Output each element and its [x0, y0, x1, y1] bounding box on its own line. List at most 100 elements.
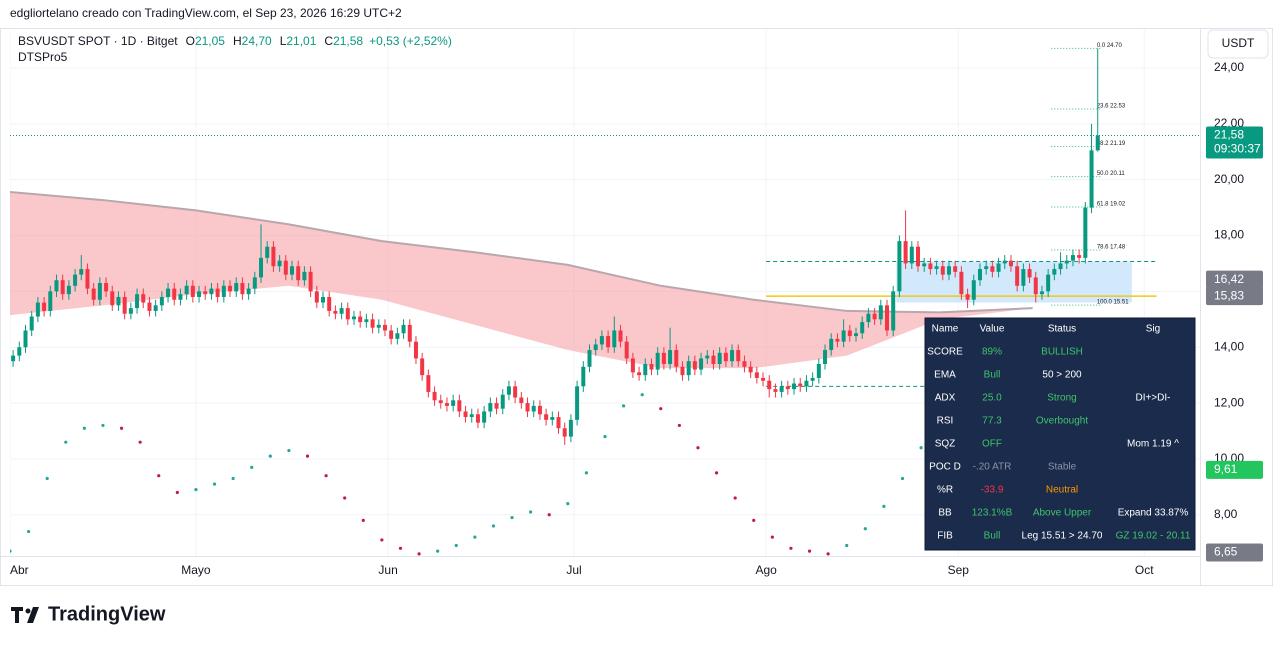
candle-body — [946, 266, 951, 275]
candle-body — [370, 319, 375, 328]
candle-body — [860, 322, 865, 334]
table-header: Name — [932, 324, 959, 335]
candle-body — [754, 372, 759, 378]
candle-body — [178, 294, 183, 300]
candle-body — [779, 386, 784, 392]
candle-body — [885, 305, 890, 331]
candle-body — [259, 257, 264, 278]
oscillator-dot — [287, 448, 291, 453]
candle-body — [221, 285, 226, 297]
candle-body — [748, 366, 753, 373]
fib-label: 78.6 17.48 — [1097, 245, 1126, 251]
oscillator-dot — [26, 529, 31, 534]
candle-body — [128, 308, 133, 314]
table-value: -.20 ATR — [973, 462, 1012, 473]
candle-body — [190, 285, 195, 297]
candle-body — [1027, 269, 1032, 278]
candle-body — [674, 350, 679, 367]
table-sig: Mom 1.19 ^ — [1127, 439, 1179, 450]
table-status: Neutral — [1046, 485, 1078, 496]
candle-body — [48, 291, 53, 311]
candle-body — [996, 263, 1001, 272]
legend-key: C — [324, 34, 333, 48]
price-tag-label: 9,61 — [1214, 462, 1238, 476]
candle-body — [296, 266, 301, 281]
candle-body — [606, 336, 611, 348]
candle-body — [116, 296, 121, 306]
symbol: BSVUSDT SPOT · 1D · Bitget — [18, 34, 178, 48]
frame — [0, 28, 1273, 586]
currency[interactable]: USDT — [1222, 36, 1255, 50]
oscillator-dot — [491, 524, 496, 528]
price-tag — [1206, 270, 1263, 289]
y-tick-label: 14,00 — [1214, 339, 1244, 353]
candle-body — [717, 352, 722, 364]
oscillator-dot — [640, 393, 644, 397]
table-header: Sig — [1146, 324, 1160, 335]
oscillator-dot — [45, 476, 49, 481]
oscillator-dot — [603, 434, 607, 439]
candle-body — [785, 386, 790, 390]
candle-body — [878, 305, 883, 320]
table-name: SQZ — [935, 439, 956, 450]
oscillator-dot — [789, 546, 793, 550]
fib-label: 0.0 24.70 — [1097, 43, 1123, 49]
legend-value: 24,70 — [242, 34, 272, 48]
oscillator-dot — [64, 440, 68, 444]
legend-value: 21,05 — [195, 34, 225, 48]
table-name: POC D — [929, 462, 961, 473]
x-tick-label: Sep — [948, 563, 970, 577]
price-tag — [1206, 460, 1263, 479]
candle-body — [909, 246, 914, 264]
candle-body — [389, 330, 394, 339]
candle-body — [73, 274, 78, 286]
price-tag-label: 16,42 — [1214, 272, 1244, 286]
candle-body — [147, 302, 152, 311]
candle-body — [463, 411, 468, 418]
table-bg — [924, 317, 1196, 551]
brand: TradingView — [48, 603, 166, 625]
candle-body — [934, 266, 939, 270]
candle-body — [971, 280, 976, 300]
candle-body — [54, 280, 59, 292]
candle-body — [444, 403, 449, 406]
y-tick-label: 20,00 — [1214, 172, 1244, 186]
candle-body — [568, 419, 573, 437]
oscillator-dot — [659, 407, 663, 411]
candle-body — [1095, 135, 1100, 151]
candle-body — [23, 330, 28, 348]
oscillator-dot — [10, 549, 12, 553]
candle-body — [29, 316, 34, 331]
candle-body — [692, 361, 697, 370]
candle-body — [364, 319, 369, 323]
overlay: Name Value Status Sig SCORE 89% BULLISH EMA Bull… — [924, 317, 1196, 551]
candle-body — [308, 271, 313, 292]
candle-body — [854, 333, 859, 337]
indicator-name: DTSPro5 — [18, 50, 68, 64]
candle-body — [42, 302, 47, 311]
candle-body — [339, 308, 344, 314]
candle-body — [457, 400, 462, 412]
oscillator-dot — [398, 546, 403, 550]
logo — [11, 607, 39, 623]
candle-body — [141, 294, 146, 303]
candle-body — [85, 269, 90, 289]
candle-body — [488, 403, 493, 412]
currency-box[interactable] — [1207, 29, 1269, 59]
candle-body — [798, 383, 803, 387]
candle-body — [680, 366, 685, 376]
candle-body — [730, 350, 735, 362]
candle-body — [575, 386, 580, 420]
table-value: 25.0 — [982, 393, 1002, 404]
candle-body — [203, 291, 208, 295]
candle-body — [432, 391, 437, 401]
candle-body — [550, 417, 555, 420]
candle-body — [829, 338, 834, 351]
candle-body — [265, 246, 270, 258]
candle-body — [500, 394, 505, 409]
oscillator-dot — [361, 518, 365, 522]
symbol-legend: BSVUSDT SPOT · 1D · Bitget O21,05 H24,70 L2… — [18, 34, 452, 48]
candle-body — [290, 266, 295, 275]
candle-body — [977, 269, 982, 281]
